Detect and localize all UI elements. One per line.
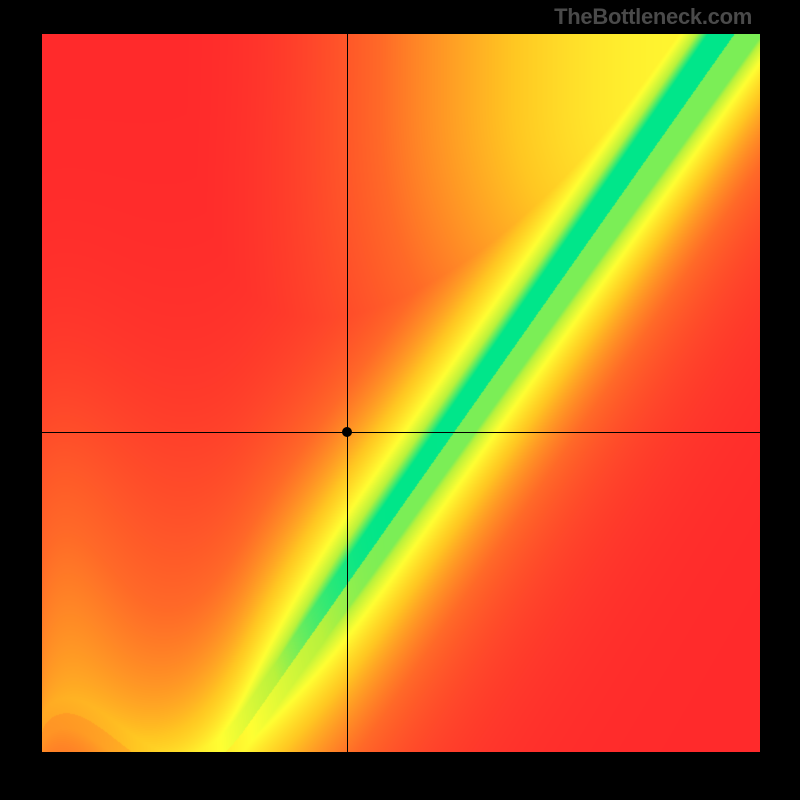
crosshair-horizontal (42, 432, 760, 433)
chart-container: TheBottleneck.com (0, 0, 800, 800)
marker-dot (342, 427, 352, 437)
crosshair-vertical (347, 34, 348, 752)
plot-area (42, 34, 760, 752)
heatmap-canvas (42, 34, 760, 752)
watermark-text: TheBottleneck.com (554, 4, 752, 30)
